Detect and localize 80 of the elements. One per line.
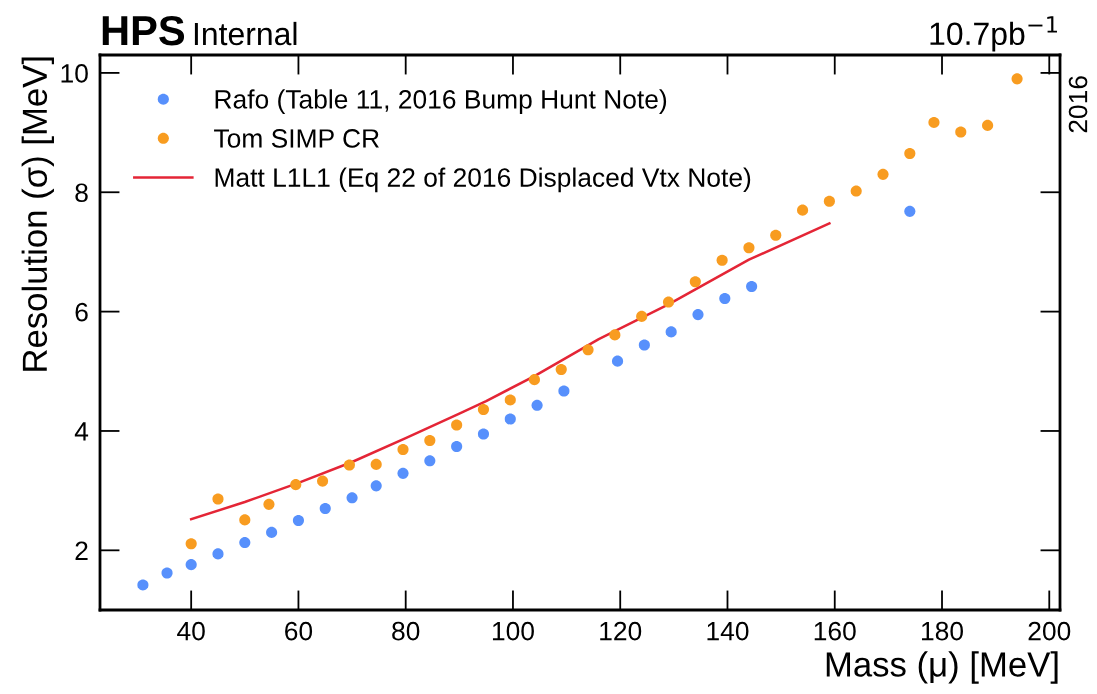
point	[928, 116, 940, 128]
point	[716, 254, 728, 266]
point	[692, 309, 704, 321]
y-axis-title: Resolution (σ) [MeV]	[21, 57, 54, 371]
y-tick-label: 6	[75, 302, 88, 322]
x-axis-title: Mass (μ) [MeV]	[826, 651, 1058, 684]
point	[531, 399, 543, 411]
x-tick-label: 100	[492, 621, 534, 641]
point	[743, 242, 755, 254]
point	[239, 537, 251, 549]
point	[319, 502, 331, 515]
point	[877, 168, 889, 180]
point	[292, 514, 304, 527]
point	[823, 195, 835, 207]
point	[719, 292, 731, 305]
point	[397, 443, 409, 456]
point	[239, 514, 251, 526]
point	[397, 467, 409, 479]
y-tick-label: 4	[74, 422, 89, 441]
point	[558, 385, 570, 397]
point	[185, 559, 197, 571]
point	[955, 126, 967, 138]
point	[770, 229, 782, 241]
point	[797, 204, 809, 216]
point	[212, 493, 224, 505]
point	[982, 119, 994, 131]
line-series	[189, 222, 831, 521]
point	[662, 296, 675, 308]
x-tick-label: 120	[600, 621, 642, 641]
point	[611, 355, 624, 367]
point	[185, 538, 197, 550]
point	[477, 428, 490, 440]
point	[266, 526, 278, 538]
point	[582, 344, 594, 356]
x-tick-label: 80	[392, 621, 420, 641]
point	[212, 548, 224, 560]
text: 2016	[1068, 76, 1088, 133]
point	[528, 374, 540, 386]
point	[263, 498, 275, 510]
y-tick-label: 2	[75, 541, 88, 560]
point	[137, 579, 149, 591]
point	[370, 480, 382, 492]
point	[504, 413, 516, 425]
x-tick-label: 180	[922, 621, 963, 641]
point	[451, 419, 463, 431]
point	[504, 394, 516, 406]
legend-label: Tom SIMP CR	[214, 129, 379, 148]
point	[609, 329, 621, 341]
y-tick-label: 8	[75, 183, 88, 203]
point	[343, 459, 355, 471]
text: 10.7pb$^{−1}$	[930, 16, 1057, 52]
point	[636, 310, 648, 322]
point	[904, 147, 916, 160]
x-tick-label: 60	[285, 621, 313, 641]
point	[1011, 73, 1023, 85]
x-tick-label: 140	[707, 621, 749, 641]
chart-title: HPS	[102, 15, 185, 46]
point	[689, 276, 701, 288]
point	[665, 326, 677, 338]
point	[904, 205, 916, 217]
point	[161, 567, 173, 579]
chart-subtitle: Internal	[194, 21, 297, 46]
point	[638, 339, 650, 351]
point	[477, 403, 490, 416]
point	[555, 363, 567, 376]
y-tick-label: 10	[61, 64, 88, 83]
legend-label: Rafo (Table 11, 2016 Bump Hunt Note)	[215, 89, 667, 114]
x-tick-label: 160	[814, 621, 856, 641]
point	[290, 479, 302, 491]
x-tick-label: 40	[177, 621, 205, 641]
point	[746, 280, 758, 293]
point	[424, 455, 436, 467]
point	[451, 440, 463, 453]
point	[424, 434, 436, 447]
x-tick-label: 200	[1028, 621, 1071, 641]
point	[370, 458, 382, 470]
point	[850, 185, 862, 197]
point	[317, 475, 329, 487]
point	[346, 492, 358, 504]
legend-label: Matt L1L1 (Eq 22 of 2016 Displaced Vtx Note)	[215, 167, 751, 193]
